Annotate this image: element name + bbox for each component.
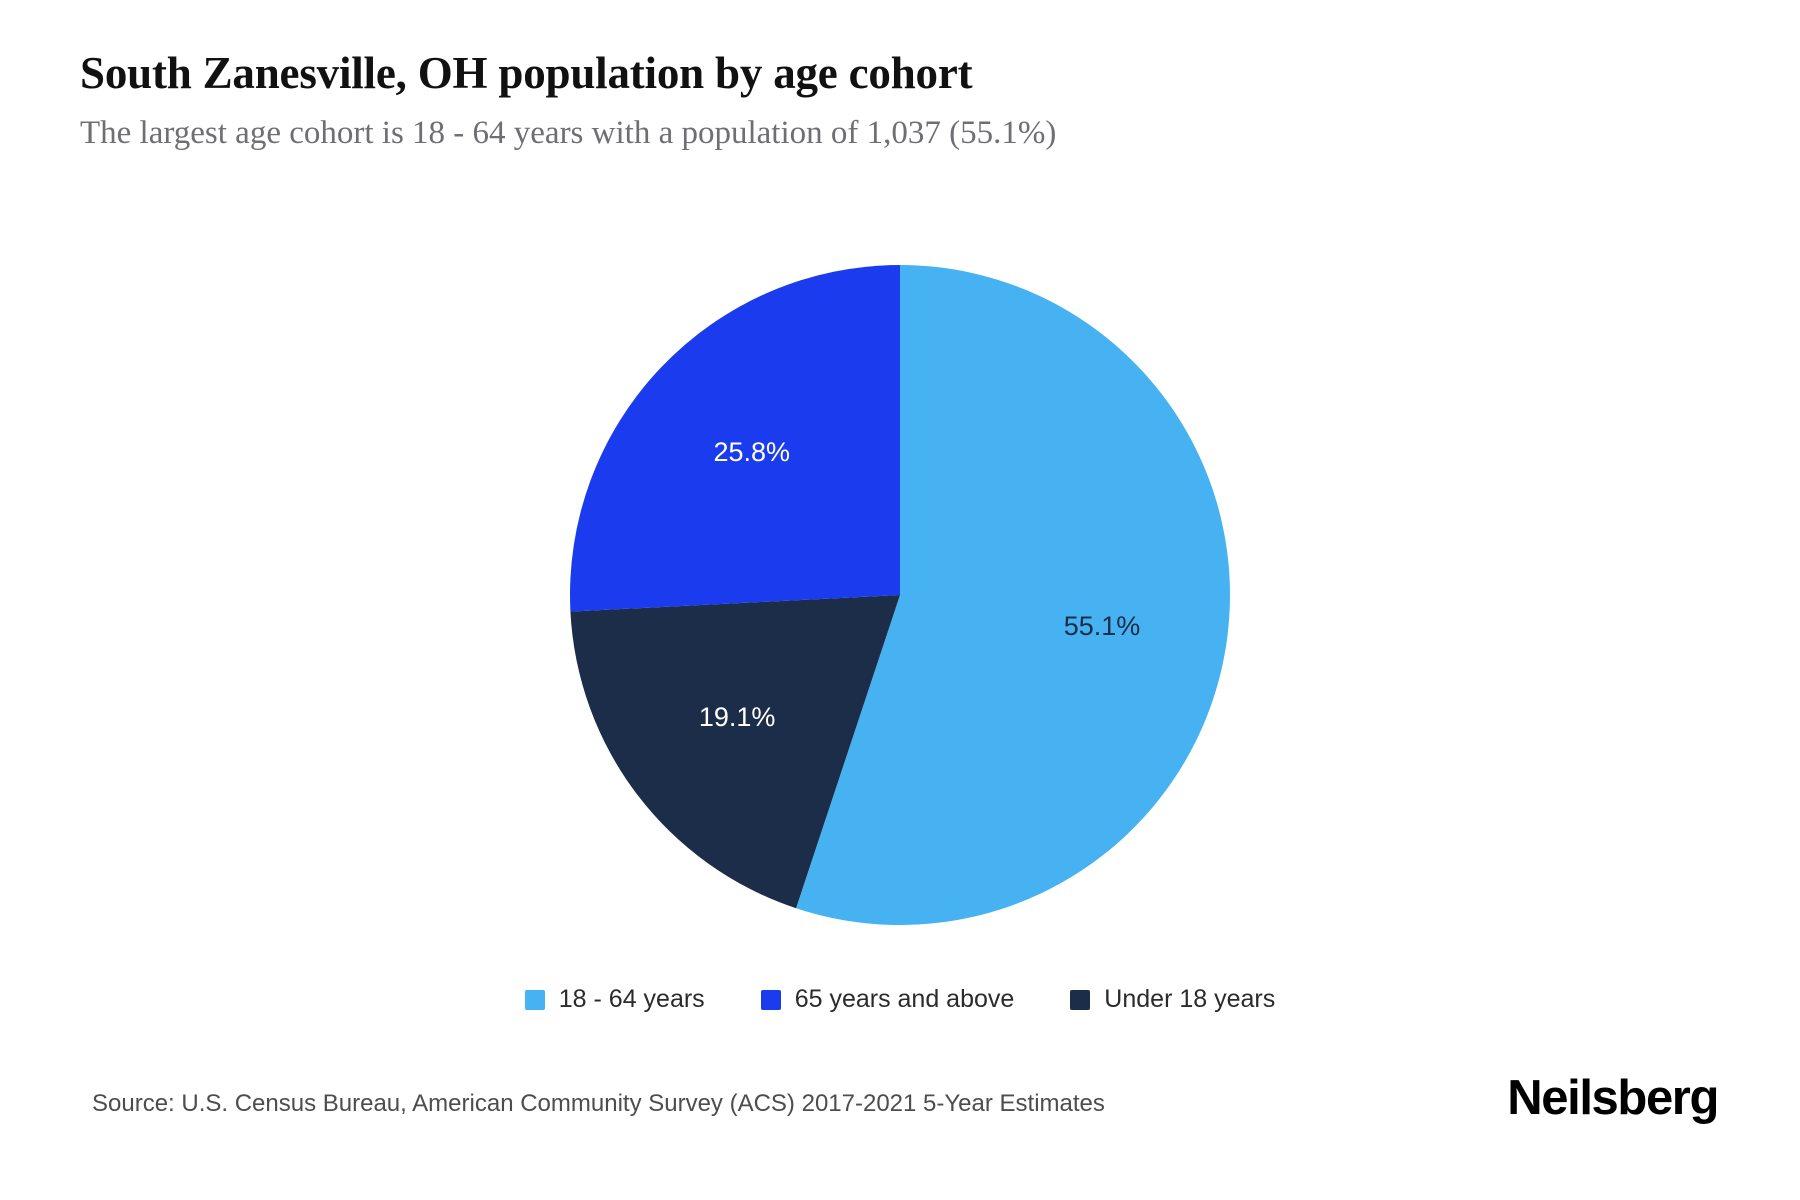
chart-legend: 18 - 64 years 65 years and above Under 1… bbox=[0, 985, 1800, 1014]
legend-item-18-64-years[interactable]: 18 - 64 years bbox=[524, 985, 705, 1014]
chart-footer: Source: U.S. Census Bureau, American Com… bbox=[0, 1071, 1800, 1148]
pie-slice-label-65-years-and-above: 25.8% bbox=[713, 437, 790, 467]
chart-subtitle: The largest age cohort is 18 - 64 years … bbox=[80, 115, 1057, 152]
pie-slice-under-18-years[interactable] bbox=[570, 595, 900, 909]
legend-swatch-icon bbox=[760, 989, 781, 1010]
legend-item-label: 65 years and above bbox=[794, 985, 1015, 1013]
legend-item-label: 18 - 64 years bbox=[558, 985, 705, 1013]
pie-slice-labels: 55.1% 19.1% 25.8% bbox=[699, 437, 1140, 732]
chart-header: South Zanesville, OH population by age c… bbox=[80, 48, 1720, 154]
neilsberg-logo: Neilsberg bbox=[1507, 1071, 1719, 1125]
pie-chart-container: 55.1% 19.1% 25.8% bbox=[0, 255, 1800, 935]
source-attribution: Source: U.S. Census Bureau, American Com… bbox=[92, 1090, 1105, 1117]
legend-swatch-icon bbox=[524, 989, 545, 1010]
pie-slices bbox=[570, 265, 1230, 926]
legend-item-label: Under 18 years bbox=[1104, 985, 1276, 1013]
pie-chart: 55.1% 19.1% 25.8% bbox=[570, 265, 1230, 926]
legend-item-65-years-and-above[interactable]: 65 years and above bbox=[760, 985, 1015, 1014]
pie-slice-65-years-and-above[interactable] bbox=[570, 265, 900, 612]
legend-item-under-18-years[interactable]: Under 18 years bbox=[1070, 985, 1275, 1014]
page-title: South Zanesville, OH population by age c… bbox=[80, 48, 973, 98]
pie-slice-label-18-64-years: 55.1% bbox=[1064, 611, 1141, 641]
pie-slice-label-under-18-years: 19.1% bbox=[699, 702, 776, 732]
pie-slice-18-64-years[interactable] bbox=[796, 265, 1230, 926]
legend-swatch-icon bbox=[1070, 989, 1091, 1010]
